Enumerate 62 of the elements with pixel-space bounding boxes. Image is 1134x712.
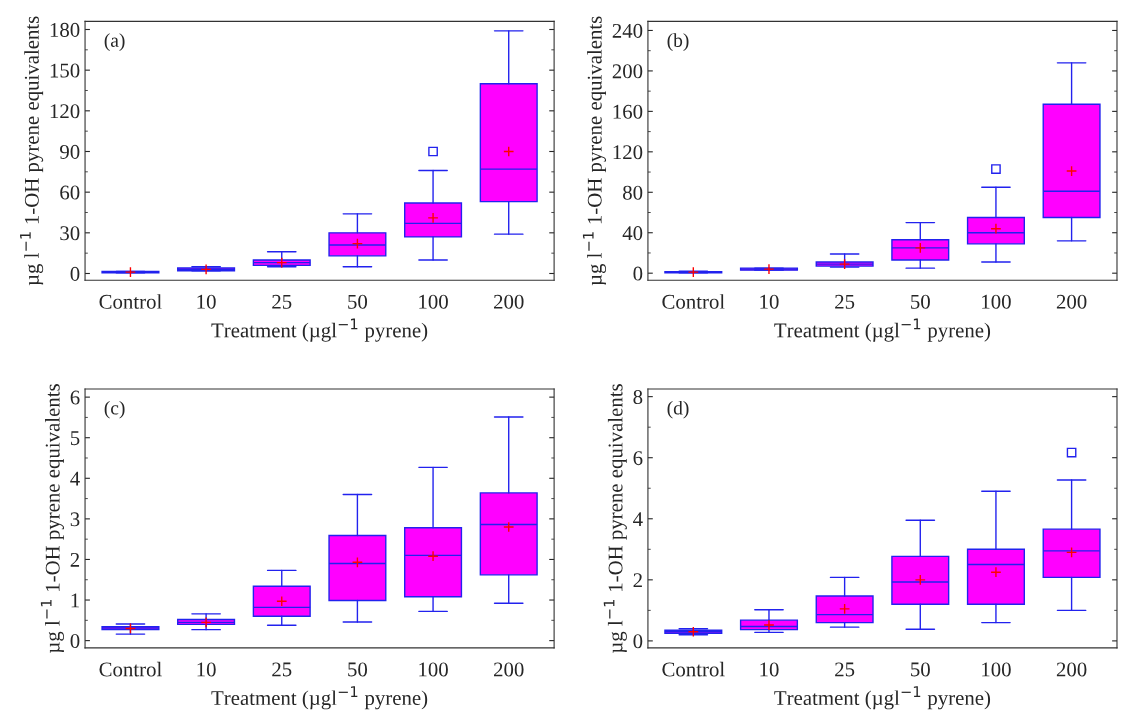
x-tick-label: 25 (272, 294, 292, 309)
x-tick-label: Control (662, 661, 725, 677)
y-tick-label: 4 (633, 512, 643, 526)
x-tick-label: 10 (197, 662, 216, 677)
y-tick-label: 0 (633, 634, 643, 649)
x-axis-title: Treatment (µgl$^{−1}$ pyrene) (211, 686, 428, 710)
y-tick-label: 0 (70, 266, 80, 281)
x-tick-label: 10 (760, 294, 779, 309)
x-tick-label: 100 (419, 662, 448, 677)
x-tick-label: Control (662, 294, 725, 309)
x-axis-title: Treatment (µgl$^{−1}$ pyrene) (774, 686, 991, 710)
y-axis-title: µg l$^{−1}$ 1-OH pyrene equivalents (603, 384, 627, 653)
x-tick-label: Control (99, 661, 162, 677)
y-tick-label: 6 (70, 390, 80, 405)
x-tick-label: 200 (494, 294, 524, 309)
y-tick-label: 0 (70, 633, 80, 649)
y-tick-label: 3 (70, 512, 80, 527)
x-axis-title: Treatment (µgl$^{−1}$ pyrene) (774, 318, 991, 342)
x-tick-label: 100 (419, 294, 448, 309)
x-tick-label: 25 (835, 662, 855, 677)
x-tick-label: 100 (982, 662, 1011, 677)
x-tick-label: 25 (272, 662, 292, 677)
y-axis-title: µg l$^{−1}$ 1-OH pyrene equivalents (20, 16, 44, 286)
y-tick-label: 30 (60, 226, 80, 241)
y-tick-label: 160 (613, 104, 643, 119)
y-tick-label: 90 (60, 144, 80, 159)
y-tick-label: 40 (622, 226, 643, 241)
y-tick-label: 0 (633, 266, 643, 281)
x-tick-label: 50 (911, 294, 930, 309)
y-tick-label: 60 (60, 185, 80, 200)
y-tick-label: 5 (70, 431, 80, 446)
y-axis-title: µg l$^{−1}$ 1-OH pyrene equivalents (582, 16, 607, 286)
x-tick-label: 10 (760, 662, 779, 677)
y-tick-label: 180 (50, 22, 80, 37)
x-tick-label: 50 (348, 662, 368, 677)
x-tick-label: 50 (911, 662, 930, 677)
annotation: (b) (667, 33, 689, 51)
x-tick-label: 25 (835, 294, 855, 309)
y-tick-label: 4 (70, 471, 80, 486)
x-tick-label: 50 (348, 294, 368, 309)
y-tick-label: 2 (70, 552, 80, 567)
x-tick-label: 200 (1056, 294, 1087, 309)
annotation: (d) (667, 400, 689, 419)
x-tick-label: 10 (197, 294, 216, 309)
y-tick-label: 150 (50, 63, 80, 78)
y-tick-label: 120 (50, 104, 80, 119)
x-tick-label: 100 (982, 294, 1011, 309)
x-axis-title: Treatment (µgl$^{−1}$ pyrene) (211, 318, 428, 342)
y-tick-label: 8 (633, 390, 643, 405)
y-tick-label: 2 (633, 573, 642, 588)
y-tick-label: 240 (612, 23, 643, 38)
x-tick-label: 200 (1056, 662, 1087, 677)
x-tick-label: 200 (494, 662, 524, 677)
y-tick-label: 120 (613, 145, 643, 160)
x-tick-label: Control (99, 294, 162, 309)
y-axis-title: µg l$^{−1}$ 1-OH pyrene equivalents (40, 384, 64, 653)
y-tick-label: 80 (623, 185, 643, 200)
y-tick-label: 200 (612, 64, 643, 79)
annotation: (c) (104, 400, 125, 419)
annotation: (a) (104, 33, 125, 51)
y-tick-label: 6 (633, 451, 643, 466)
y-tick-label: 1 (71, 593, 79, 608)
